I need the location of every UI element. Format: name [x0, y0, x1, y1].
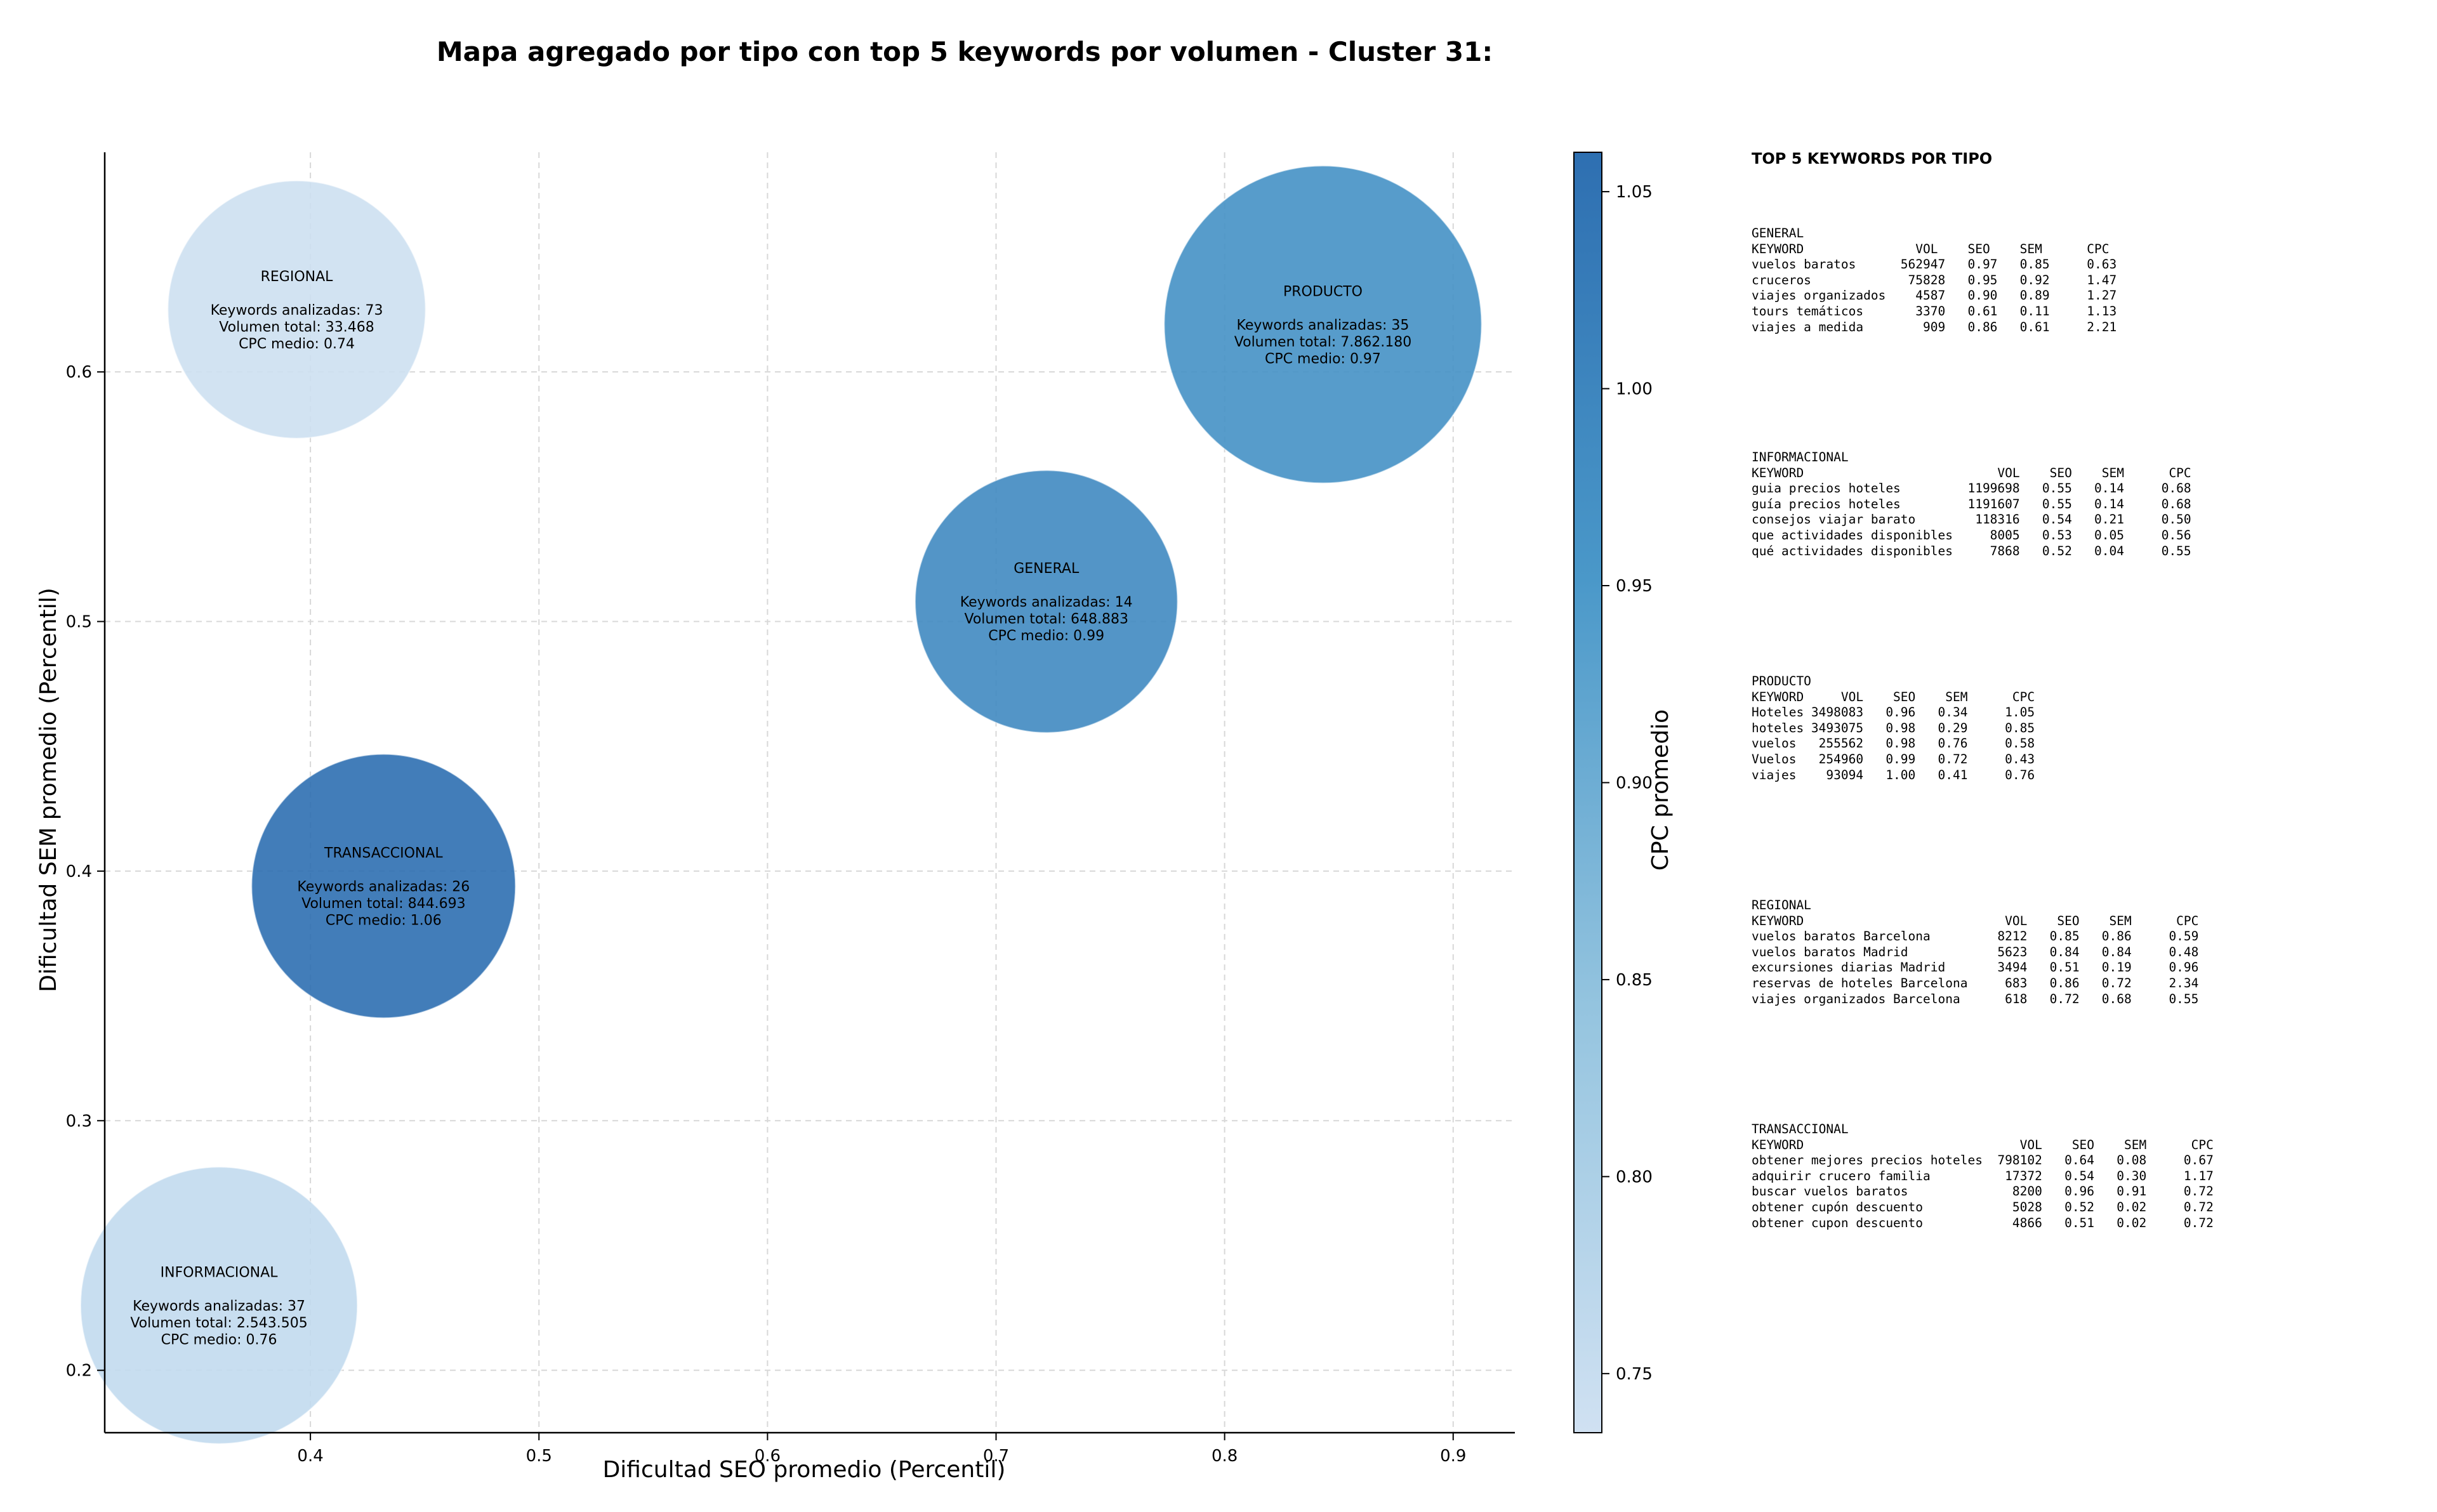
colorbar: 0.75 0.80 0.85 0.90 0.95 1.00 1.05 [1573, 152, 1653, 1433]
x-tick-label: 0.8 [1212, 1447, 1238, 1466]
colorbar-tick-label: 1.00 [1616, 380, 1653, 399]
bubble-circle [251, 753, 517, 1019]
bubble-label-line: Volumen total: 844.693 [301, 896, 465, 912]
colorbar-tick-label: 0.85 [1616, 971, 1653, 990]
colorbar-tick-label: 0.75 [1616, 1365, 1653, 1384]
bubble-label-line: CPC medio: 1.06 [326, 913, 442, 929]
keywords-block-regional: REGIONAL KEYWORD VOL SEO SEM CPC vuelos … [1752, 898, 2199, 1006]
y-tick-label: 0.6 [66, 363, 92, 382]
x-tick-label: 0.7 [983, 1447, 1009, 1466]
bubble-label-line: Keywords analizadas: 14 [960, 595, 1133, 610]
y-tick-label: 0.5 [66, 613, 92, 632]
bubble-title: INFORMACIONAL [161, 1265, 279, 1280]
bubble-title: PRODUCTO [1283, 284, 1363, 299]
bubble-label-line: Keywords analizadas: 26 [297, 879, 470, 895]
colorbar-tick-label: 0.80 [1616, 1167, 1653, 1187]
colorbar-tick-label: 0.95 [1616, 577, 1653, 596]
x-tick-label: 0.5 [526, 1447, 552, 1466]
bubble-title: REGIONAL [261, 269, 334, 285]
bubble-circle [79, 1166, 359, 1445]
colorbar-tick-label: 0.90 [1616, 773, 1653, 792]
bubble-label-line: Keywords analizadas: 37 [133, 1298, 305, 1314]
y-tick-label: 0.4 [66, 862, 92, 881]
chart-title: Mapa agregado por tipo con top 5 keyword… [437, 36, 1493, 67]
bubble-transaccional: TRANSACCIONAL Keywords analizadas: 26Volu… [251, 753, 517, 1019]
bubble-label-line: Keywords analizadas: 35 [1237, 317, 1410, 333]
x-tick-label: 0.4 [297, 1447, 323, 1466]
colorbar-tick-label: 1.05 [1616, 183, 1653, 202]
keywords-panel-heading: TOP 5 KEYWORDS POR TIPO [1752, 150, 1993, 168]
x-tick-label: 0.6 [755, 1447, 781, 1466]
bubble-label-line: CPC medio: 0.99 [988, 628, 1104, 644]
keywords-block-producto: PRODUCTO KEYWORD VOL SEO SEM CPC Hoteles… [1752, 674, 2035, 782]
bubble-label-line: Keywords analizadas: 73 [211, 303, 383, 319]
bubble-informacional: INFORMACIONAL Keywords analizadas: 37Volu… [79, 1166, 359, 1445]
bubble-title: TRANSACCIONAL [324, 846, 443, 862]
bubble-title: GENERAL [1014, 561, 1080, 577]
bubble-general: GENERAL Keywords analizadas: 14 Volumen to… [915, 470, 1179, 733]
bubble-circle [915, 470, 1179, 733]
bubble-label-line: Volumen total: 2.543.505 [130, 1315, 307, 1331]
bubble-label-line: CPC medio: 0.97 [1265, 351, 1381, 367]
colorbar-label: CPC promedio [1648, 709, 1674, 871]
x-tick-label: 0.9 [1440, 1447, 1466, 1466]
axes: 0.4 0.5 0.6 0.7 0.8 0.9 0.2 0.3 0.4 0.5 0.6 [66, 152, 1515, 1466]
bubble-label-line: Volumen total: 648.883 [965, 612, 1128, 628]
bubble-label-line: Volumen total: 33.468 [219, 319, 374, 335]
keywords-block-informacional: INFORMACIONAL KEYWORD VOL SEO SEM CPC gu… [1752, 450, 2191, 558]
bubble-circle [1163, 165, 1483, 484]
keywords-block-general: GENERAL KEYWORD VOL SEO SEM CPC vuelos b… [1752, 226, 2117, 334]
bubble-label-line: CPC medio: 0.76 [161, 1332, 277, 1348]
keywords-block-transaccional: TRANSACCIONAL KEYWORD VOL SEO SEM CPC ob… [1752, 1122, 2214, 1230]
y-tick-label: 0.2 [66, 1362, 92, 1381]
bubble-circle [167, 180, 426, 439]
bubble-label-line: Volumen total: 7.862.180 [1234, 334, 1411, 350]
y-tick-label: 0.3 [66, 1112, 92, 1131]
x-axis-label: Dificultad SEO promedio (Percentil) [603, 1457, 1006, 1483]
y-axis-label: Dificultad SEM promedio (Percentil) [36, 588, 62, 992]
colorbar-gradient [1573, 152, 1602, 1433]
bubble-label-line: CPC medio: 0.74 [239, 336, 355, 352]
